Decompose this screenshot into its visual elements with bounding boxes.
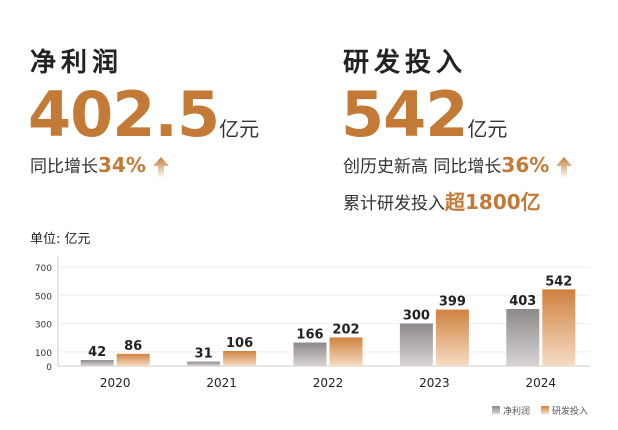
x-tick-label: 2023 [419, 376, 450, 390]
profit-title: 净利润 [30, 48, 124, 78]
rnd-unit: 亿元 [467, 117, 508, 141]
legend-label: 研发投入 [552, 405, 588, 417]
rnd-cumulative: 累计研发投入超1800亿 [343, 186, 541, 215]
bar-rnd-2020 [116, 353, 150, 366]
data-label: 42 [88, 345, 106, 360]
y-tick-label: 300 [35, 321, 52, 331]
bar-profit-2020 [80, 360, 114, 366]
data-label: 31 [195, 347, 213, 362]
rnd-title: 研发投入 [343, 48, 468, 78]
bar-rnd-2021 [223, 351, 257, 366]
y-tick-label: 500 [35, 292, 52, 302]
arrow-up-icon [556, 157, 573, 178]
x-tick-label: 2021 [206, 376, 237, 390]
data-label: 202 [332, 322, 359, 337]
rnd-cumulative-label: 累计研发投入 [343, 194, 445, 214]
rnd-growth-label: 创历史新高 同比增长 [343, 157, 502, 177]
legend-label: 净利润 [503, 405, 530, 417]
x-tick-label: 2024 [526, 376, 557, 390]
bar-profit-2024 [506, 309, 540, 366]
x-tick-label: 2020 [100, 376, 131, 390]
rnd-growth: 创历史新高 同比增长36% [343, 152, 573, 178]
arrow-up-icon [152, 157, 169, 178]
rnd-cumulative-value: 超1800亿 [445, 190, 541, 214]
chart-unit-label: 单位: 亿元 [30, 232, 91, 247]
rnd-value: 542 [341, 78, 468, 151]
profit-growth-label: 同比增长 [30, 157, 98, 177]
data-label: 86 [124, 339, 142, 354]
data-label: 300 [403, 309, 430, 324]
rnd-figure: 542亿元 [341, 78, 507, 151]
bar-rnd-2024 [542, 289, 576, 366]
bar-rnd-2022 [329, 337, 363, 366]
profit-growth-value: 34% [98, 153, 146, 177]
data-label: 166 [296, 328, 323, 343]
bar-profit-2023 [399, 323, 433, 366]
profit-growth: 同比增长34% [30, 152, 170, 178]
bar-profit-2022 [293, 342, 327, 366]
profit-value: 402.5 [28, 78, 220, 151]
bar-rnd-2023 [435, 309, 469, 366]
x-tick-label: 2022 [313, 376, 344, 390]
bar-profit-2021 [187, 361, 221, 366]
profit-unit: 亿元 [219, 117, 260, 141]
y-tick-label: 0 [46, 363, 52, 373]
legend-swatch [541, 406, 549, 414]
data-label: 403 [509, 294, 536, 309]
y-tick-label: 100 [35, 349, 52, 359]
data-label: 106 [226, 336, 253, 351]
data-label: 542 [545, 274, 572, 289]
data-label: 399 [439, 295, 466, 310]
y-tick-label: 700 [35, 264, 52, 274]
legend-swatch [492, 406, 500, 414]
profit-figure: 402.5亿元 [28, 78, 259, 151]
rnd-growth-value: 36% [501, 153, 550, 177]
